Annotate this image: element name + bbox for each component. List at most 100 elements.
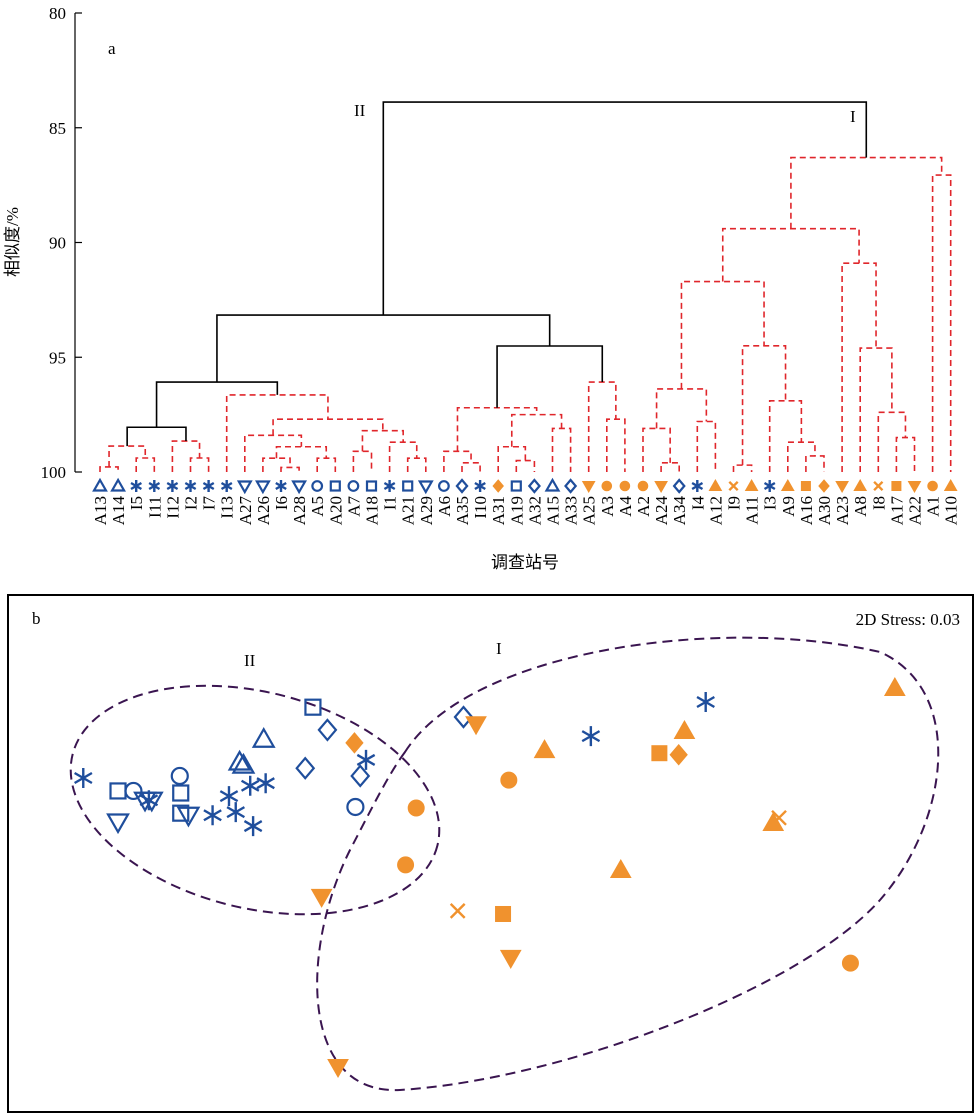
leaf-marker bbox=[184, 480, 197, 492]
point bbox=[841, 954, 859, 972]
dendrogram-link bbox=[406, 457, 427, 472]
dendrogram-link bbox=[606, 418, 626, 472]
point bbox=[172, 784, 190, 802]
dendrogram-link bbox=[721, 227, 860, 282]
leaf-label: I8 bbox=[869, 496, 888, 510]
point bbox=[499, 949, 522, 969]
leaf-marker bbox=[220, 480, 233, 492]
point bbox=[172, 804, 190, 822]
leaf-marker bbox=[202, 480, 215, 492]
point bbox=[124, 781, 143, 801]
dendrogram-link bbox=[171, 440, 201, 472]
leaf-label: A32 bbox=[525, 496, 544, 525]
leaf-marker bbox=[763, 480, 776, 492]
leaf-marker bbox=[853, 478, 868, 491]
leaf-marker bbox=[907, 481, 922, 494]
leaf-label: A14 bbox=[109, 496, 128, 526]
leaf-label: I4 bbox=[688, 496, 707, 511]
leaf-marker bbox=[637, 480, 649, 492]
leaf-label: A15 bbox=[544, 496, 563, 525]
point bbox=[304, 698, 322, 716]
dendrogram-link bbox=[805, 455, 825, 472]
dendrogram-link bbox=[225, 394, 329, 472]
y-tick-label: 85 bbox=[49, 119, 66, 138]
point bbox=[696, 692, 715, 713]
dendrogram-link bbox=[841, 262, 877, 472]
dendrogram-link bbox=[382, 101, 868, 316]
leaf-marker bbox=[544, 477, 561, 492]
point bbox=[109, 782, 127, 800]
leaf-label: I12 bbox=[163, 496, 182, 519]
panel-label: b bbox=[32, 609, 41, 628]
leaf-marker bbox=[780, 478, 795, 491]
dendrogram-link bbox=[244, 434, 303, 472]
point bbox=[243, 816, 263, 837]
point bbox=[673, 719, 696, 739]
point bbox=[453, 705, 474, 729]
leaf-label: A33 bbox=[562, 496, 581, 525]
leaf-marker bbox=[402, 480, 414, 492]
point bbox=[669, 743, 688, 766]
point bbox=[231, 752, 256, 774]
dendrogram-link bbox=[680, 280, 765, 389]
y-tick-label: 100 bbox=[41, 463, 67, 482]
dendrogram-link bbox=[135, 457, 156, 472]
leaf-marker bbox=[236, 480, 253, 495]
dendrogram-link bbox=[787, 441, 816, 472]
leaf-marker bbox=[619, 480, 631, 492]
leaf-marker bbox=[800, 481, 811, 491]
point bbox=[251, 727, 276, 748]
leaf-marker bbox=[873, 480, 884, 492]
point bbox=[227, 749, 252, 771]
point bbox=[345, 732, 364, 754]
leaf-marker bbox=[728, 480, 739, 492]
leaf-label: A13 bbox=[91, 496, 110, 525]
leaf-marker bbox=[527, 478, 541, 494]
leaf-label: A28 bbox=[290, 496, 309, 525]
leaf-marker bbox=[927, 480, 938, 492]
leaf-label: A17 bbox=[887, 496, 906, 526]
leaf-label: A26 bbox=[254, 496, 273, 525]
dendrogram-link bbox=[877, 411, 907, 472]
dendrogram-link bbox=[660, 462, 680, 472]
point bbox=[170, 766, 189, 786]
leaf-marker bbox=[835, 481, 849, 494]
point bbox=[609, 859, 632, 879]
dendrogram-link bbox=[931, 174, 952, 472]
stress-label: 2D Stress: 0.03 bbox=[856, 610, 960, 629]
leaf-marker bbox=[92, 477, 108, 492]
dendrogram-link bbox=[515, 459, 536, 472]
point bbox=[74, 768, 93, 789]
leaf-label: I11 bbox=[145, 496, 164, 518]
leaf-marker bbox=[492, 479, 504, 493]
leaf-marker bbox=[110, 477, 126, 492]
leaf-marker bbox=[564, 478, 578, 494]
leaf-label: I1 bbox=[381, 496, 400, 510]
dendrogram-link bbox=[361, 429, 404, 452]
point bbox=[500, 771, 518, 789]
point bbox=[240, 775, 260, 796]
point bbox=[256, 773, 275, 794]
leaf-label: A22 bbox=[906, 496, 925, 525]
leaf-label: A25 bbox=[580, 496, 599, 525]
leaf-label: A9 bbox=[779, 496, 798, 517]
point bbox=[495, 905, 512, 922]
leaf-marker bbox=[818, 479, 830, 493]
leaf-label: I5 bbox=[127, 496, 146, 510]
point bbox=[176, 806, 201, 828]
leaf-label: I2 bbox=[182, 496, 201, 510]
leaf-label: A19 bbox=[507, 496, 526, 525]
leaf-marker bbox=[291, 480, 307, 495]
leaf-marker bbox=[275, 480, 287, 492]
dendrogram-link bbox=[732, 464, 753, 472]
point bbox=[203, 805, 222, 826]
leaf-label: A2 bbox=[634, 496, 653, 517]
leaf-label: A35 bbox=[453, 496, 472, 525]
leaf-label: A21 bbox=[399, 496, 418, 525]
leaf-marker bbox=[148, 480, 161, 492]
dendrogram-link bbox=[388, 441, 418, 472]
point bbox=[465, 716, 487, 736]
leaf-label: A30 bbox=[815, 496, 834, 525]
point bbox=[226, 802, 246, 823]
leaf-label: A23 bbox=[833, 496, 852, 525]
